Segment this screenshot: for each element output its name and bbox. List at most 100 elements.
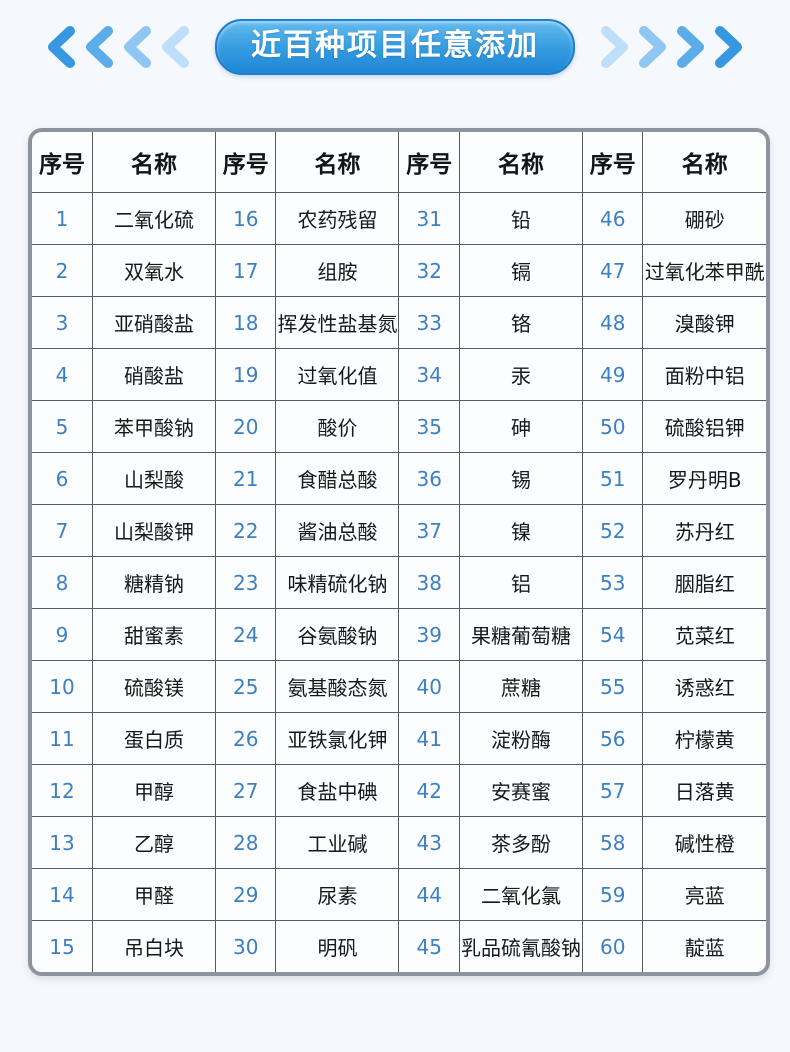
item-name: 铝 bbox=[458, 556, 583, 609]
item-number: 28 bbox=[214, 816, 277, 869]
item-name: 溴酸钾 bbox=[642, 296, 766, 349]
item-name: 铬 bbox=[458, 296, 583, 349]
item-number: 32 bbox=[398, 244, 460, 297]
item-number: 21 bbox=[214, 452, 277, 505]
item-number: 58 bbox=[581, 816, 644, 869]
table-row: 2 双氧水 17 组胺 32 镉 47 过氧化苯甲酰 bbox=[32, 244, 766, 297]
item-number: 50 bbox=[581, 400, 644, 453]
item-name: 农药残留 bbox=[275, 192, 400, 245]
column-header-name: 名称 bbox=[458, 132, 583, 193]
item-name: 砷 bbox=[458, 400, 583, 453]
item-name: 组胺 bbox=[275, 244, 400, 297]
item-number: 17 bbox=[214, 244, 277, 297]
table-row: 15 吊白块 30 明矾 45 乳品硫氰酸钠 60 靛蓝 bbox=[32, 920, 766, 972]
column-header-name: 名称 bbox=[642, 132, 766, 193]
item-number: 3 bbox=[32, 296, 93, 349]
chevron-left-icon bbox=[124, 26, 151, 68]
table-row: 13 乙醇 28 工业碱 43 茶多酚 58 碱性橙 bbox=[32, 816, 766, 869]
item-number: 38 bbox=[398, 556, 460, 609]
item-name: 碱性橙 bbox=[642, 816, 766, 869]
item-name: 胭脂红 bbox=[642, 556, 766, 609]
item-name: 味精硫化钠 bbox=[275, 556, 400, 609]
item-number: 23 bbox=[214, 556, 277, 609]
column-header-name: 名称 bbox=[91, 132, 216, 193]
item-number: 24 bbox=[214, 608, 277, 661]
chevron-left-icon bbox=[48, 26, 75, 68]
item-name: 亚铁氯化钾 bbox=[275, 712, 400, 765]
item-name: 甜蜜素 bbox=[91, 608, 216, 661]
item-name: 茶多酚 bbox=[458, 816, 583, 869]
table-row: 8 糖精钠 23 味精硫化钠 38 铝 53 胭脂红 bbox=[32, 556, 766, 609]
item-number: 41 bbox=[398, 712, 460, 765]
table-row: 14 甲醛 29 尿素 44 二氧化氯 59 亮蓝 bbox=[32, 868, 766, 921]
item-name: 硫酸镁 bbox=[91, 660, 216, 713]
item-name: 面粉中铝 bbox=[642, 348, 766, 401]
item-name: 亚硝酸盐 bbox=[91, 296, 216, 349]
item-name: 糖精钠 bbox=[91, 556, 216, 609]
item-number: 53 bbox=[581, 556, 644, 609]
item-name: 吊白块 bbox=[91, 920, 216, 972]
table-row: 11 蛋白质 26 亚铁氯化钾 41 淀粉酶 56 柠檬黄 bbox=[32, 712, 766, 765]
chevron-right-icon bbox=[677, 26, 704, 68]
item-name: 淀粉酶 bbox=[458, 712, 583, 765]
item-number: 6 bbox=[32, 452, 93, 505]
item-name: 酸价 bbox=[275, 400, 400, 453]
item-number: 35 bbox=[398, 400, 460, 453]
item-number: 44 bbox=[398, 868, 460, 921]
item-number: 5 bbox=[32, 400, 93, 453]
table-row: 3 亚硝酸盐 18 挥发性盐基氮 33 铬 48 溴酸钾 bbox=[32, 296, 766, 349]
item-number: 12 bbox=[32, 764, 93, 817]
item-name: 酱油总酸 bbox=[275, 504, 400, 557]
item-name: 硫酸铝钾 bbox=[642, 400, 766, 453]
item-number: 46 bbox=[581, 192, 644, 245]
item-name: 谷氨酸钠 bbox=[275, 608, 400, 661]
item-name: 挥发性盐基氮 bbox=[275, 296, 400, 349]
item-number: 56 bbox=[581, 712, 644, 765]
item-name: 果糖葡萄糖 bbox=[458, 608, 583, 661]
item-name: 铅 bbox=[458, 192, 583, 245]
item-number: 40 bbox=[398, 660, 460, 713]
item-number: 15 bbox=[32, 920, 93, 972]
item-number: 27 bbox=[214, 764, 277, 817]
column-header-no: 序号 bbox=[214, 132, 277, 193]
item-number: 49 bbox=[581, 348, 644, 401]
table-row: 1 二氧化硫 16 农药残留 31 铅 46 硼砂 bbox=[32, 192, 766, 245]
item-name: 柠檬黄 bbox=[642, 712, 766, 765]
page-title: 近百种项目任意添加 bbox=[215, 19, 575, 75]
chevron-right-icon bbox=[715, 26, 742, 68]
item-name: 甲醛 bbox=[91, 868, 216, 921]
item-name: 乙醇 bbox=[91, 816, 216, 869]
item-number: 20 bbox=[214, 400, 277, 453]
item-name: 明矾 bbox=[275, 920, 400, 972]
items-table-frame: 序号 名称 序号 名称 序号 名称 序号 名称 1 二氧化硫 16 农药残留 31 铅 46… bbox=[28, 128, 770, 976]
item-number: 13 bbox=[32, 816, 93, 869]
column-header-no: 序号 bbox=[581, 132, 644, 193]
table-row: 6 山梨酸 21 食醋总酸 36 锡 51 罗丹明B bbox=[32, 452, 766, 505]
item-number: 33 bbox=[398, 296, 460, 349]
item-name: 甲醇 bbox=[91, 764, 216, 817]
item-number: 36 bbox=[398, 452, 460, 505]
item-name: 硝酸盐 bbox=[91, 348, 216, 401]
item-name: 蔗糖 bbox=[458, 660, 583, 713]
item-number: 7 bbox=[32, 504, 93, 557]
column-header-no: 序号 bbox=[398, 132, 460, 193]
banner: 近百种项目任意添加 bbox=[0, 0, 790, 78]
item-name: 尿素 bbox=[275, 868, 400, 921]
item-name: 靛蓝 bbox=[642, 920, 766, 972]
item-number: 60 bbox=[581, 920, 644, 972]
table-row: 12 甲醇 27 食盐中碘 42 安赛蜜 57 日落黄 bbox=[32, 764, 766, 817]
item-name: 镉 bbox=[458, 244, 583, 297]
chevron-left-icon bbox=[86, 26, 113, 68]
item-name: 双氧水 bbox=[91, 244, 216, 297]
item-number: 25 bbox=[214, 660, 277, 713]
item-number: 26 bbox=[214, 712, 277, 765]
item-number: 48 bbox=[581, 296, 644, 349]
item-number: 11 bbox=[32, 712, 93, 765]
right-chevrons bbox=[596, 24, 748, 70]
item-number: 52 bbox=[581, 504, 644, 557]
item-name: 过氧化苯甲酰 bbox=[642, 244, 766, 297]
item-number: 1 bbox=[32, 192, 93, 245]
item-number: 55 bbox=[581, 660, 644, 713]
item-number: 30 bbox=[214, 920, 277, 972]
item-name: 工业碱 bbox=[275, 816, 400, 869]
